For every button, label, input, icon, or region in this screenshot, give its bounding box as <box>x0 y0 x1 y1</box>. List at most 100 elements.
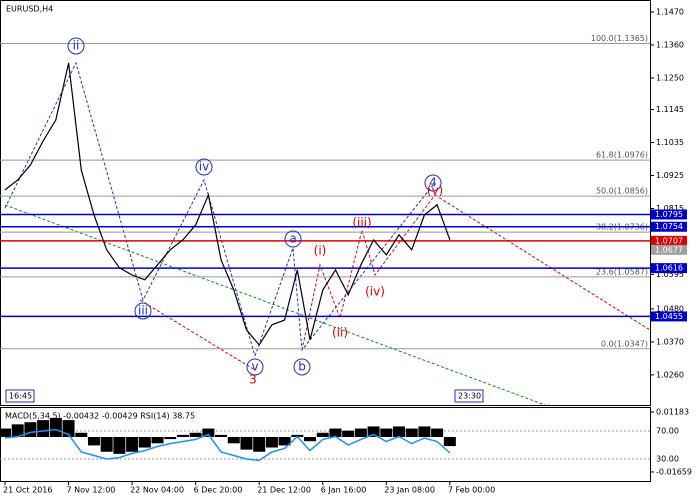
price-frame <box>0 0 651 406</box>
y-tick-label: 1.0595 <box>656 270 684 279</box>
macd-bar <box>164 436 177 440</box>
macd-bar <box>240 436 253 450</box>
y-tick-label: 1.0370 <box>656 337 684 346</box>
x-tick-label: 21 Dec 12:00 <box>257 486 311 495</box>
wave-label: (v) <box>427 184 443 198</box>
wave-lines <box>4 61 651 406</box>
wave-circle <box>67 37 85 55</box>
macd-bar <box>215 434 228 437</box>
time-box <box>454 389 484 403</box>
wave-label: b <box>298 360 306 374</box>
wave-label: v <box>251 360 258 374</box>
y-tick-label: 1.1360 <box>656 40 684 49</box>
wave-circle <box>424 174 442 192</box>
price-tag <box>651 311 687 322</box>
macd-bar <box>418 426 431 437</box>
macd-bar <box>126 436 139 452</box>
price-tag-label: 1.0455 <box>655 312 683 321</box>
macd-bar <box>443 436 456 447</box>
rsi-line <box>4 428 451 462</box>
wave-label: (ii) <box>332 326 348 340</box>
wave-label: a <box>289 232 296 246</box>
wave-label: (iii) <box>352 216 371 230</box>
macd-bar <box>37 420 50 437</box>
y2-tick-label: 30.00 <box>656 455 679 464</box>
x-tick-label: 6 Jan 16:00 <box>321 486 367 495</box>
macd-bar <box>0 428 11 437</box>
wave-label: (i) <box>314 244 327 258</box>
macd-bar <box>405 428 418 437</box>
macd-bar <box>354 428 367 437</box>
time-box <box>5 389 35 403</box>
wave-label: 3 <box>249 373 257 387</box>
macd-bar <box>138 436 151 448</box>
macd-bar <box>253 436 266 452</box>
y-tick-label: 1.1035 <box>656 138 684 147</box>
price-tag-label: 1.0616 <box>655 264 683 273</box>
x-tick-label: 7 Nov 12:00 <box>67 486 116 495</box>
macd-bar <box>151 436 164 444</box>
macd-bar <box>304 436 317 442</box>
macd-bar <box>278 436 291 446</box>
price-line-series <box>4 62 451 346</box>
macd-bar <box>380 428 393 437</box>
time-label: 16:45 <box>9 392 32 401</box>
macd-bar <box>11 424 24 437</box>
y-tick-label: 1.1145 <box>656 105 684 114</box>
y-tick-label: -0.01659 <box>656 467 692 476</box>
wave-circle <box>246 358 264 376</box>
fib-label: 61.8(1.0976) <box>596 151 648 160</box>
y-tick-label: 1.0260 <box>656 370 684 379</box>
macd-bar <box>87 436 100 446</box>
y-tick-label: 0.01183 <box>656 408 689 417</box>
time-label: 23:30 <box>458 392 481 401</box>
macd-bar <box>176 434 189 437</box>
price-tag <box>651 263 687 274</box>
price-tag <box>651 244 687 255</box>
y-tick-label: 1.0925 <box>656 171 684 180</box>
price-tag-label: 1.0677 <box>655 245 683 254</box>
wave-label: ii <box>73 39 80 53</box>
macd-bar <box>113 436 126 454</box>
wave-label: (iv) <box>365 285 385 299</box>
price-tag <box>651 235 687 246</box>
macd-bar <box>202 428 215 437</box>
macd-bar <box>431 428 444 437</box>
macd-bar <box>227 436 240 444</box>
wave-circle <box>134 302 152 320</box>
x-tick-label: 23 Jan 08:00 <box>384 486 435 495</box>
indicator-title: MACD(5,34,5) -0.00432 -0.00429 RSI(14) 3… <box>5 412 195 421</box>
macd-bar <box>49 418 62 437</box>
fib-label: 23.6(1.0587) <box>596 267 648 276</box>
price-tag-label: 1.0754 <box>655 222 683 231</box>
y-tick-label: 1.0480 <box>656 304 684 313</box>
chart-title: EURUSD,H4 <box>6 5 53 14</box>
macd-bar <box>100 436 113 452</box>
wave-label: 4 <box>429 176 437 190</box>
x-tick-label: 21 Oct 2016 <box>3 486 52 495</box>
y2-tick-label: 70.00 <box>656 427 679 436</box>
fib-label: 0.0(1.0347) <box>601 339 648 348</box>
macd-bar <box>393 426 406 437</box>
wave-label: iv <box>199 160 209 174</box>
wave-circle <box>293 358 311 376</box>
price-tag <box>651 221 687 232</box>
x-tick-label: 7 Feb 00:00 <box>448 486 495 495</box>
x-tick-label: 6 Dec 20:00 <box>194 486 243 495</box>
price-tag <box>651 209 687 220</box>
price-tag-label: 1.0707 <box>655 236 683 245</box>
macd-bar <box>189 432 202 437</box>
y-tick-label: 1.1250 <box>656 73 684 82</box>
macd-bar <box>316 432 329 437</box>
wave-label: iii <box>138 304 148 318</box>
fib-label: 100.0(1.1365) <box>591 34 648 43</box>
macd-bar <box>329 428 342 437</box>
macd-bar <box>75 432 88 437</box>
y-tick-label: 1.1470 <box>656 7 684 16</box>
x-tick-label: 22 Nov 04:00 <box>130 486 184 495</box>
macd-bar <box>367 426 380 437</box>
y-tick-label: 1.0815 <box>656 204 684 213</box>
macd-bar <box>24 422 37 437</box>
macd-bar <box>265 436 278 448</box>
